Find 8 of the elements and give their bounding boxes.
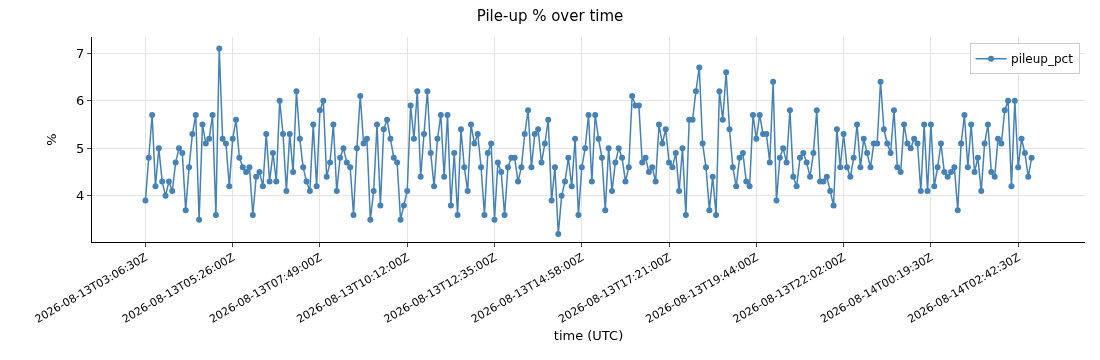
chart-title: Pile-up % over time xyxy=(476,7,624,26)
y-tick-label: 7 xyxy=(76,45,85,61)
y-tick-label: 6 xyxy=(76,93,85,109)
y-axis-title: % xyxy=(44,133,59,146)
y-tick-label: 4 xyxy=(76,188,85,204)
x-axis-title: time (UTC) xyxy=(553,327,624,343)
legend-label: pileup_pct xyxy=(1011,52,1074,67)
y-tick-label: 5 xyxy=(76,140,85,156)
